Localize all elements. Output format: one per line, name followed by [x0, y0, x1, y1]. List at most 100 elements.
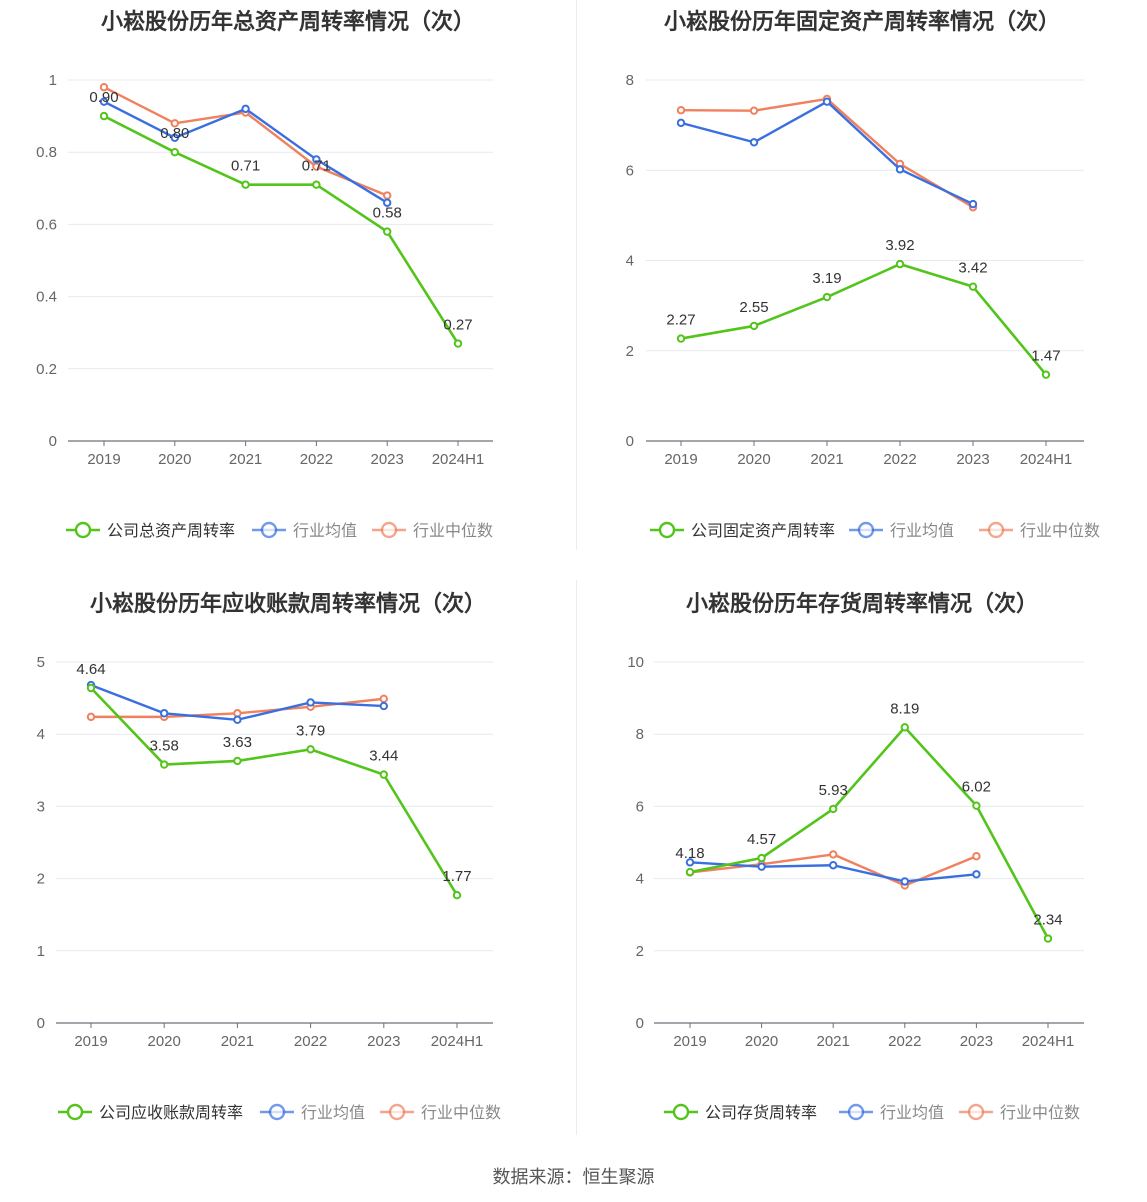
x-tick-label: 2019: [664, 451, 697, 468]
legend-label: 行业均值: [890, 522, 954, 540]
data-point: [99, 111, 109, 121]
y-tick-label: 10: [627, 654, 644, 671]
company-line: [689, 726, 1050, 940]
data-point: [676, 106, 686, 115]
x-tick-label: 2019: [87, 451, 120, 468]
industry-median-line: [103, 86, 388, 197]
data-point: [676, 118, 686, 128]
legend-label: 公司应收账款周转率: [99, 1103, 243, 1122]
data-label: 1.47: [1031, 348, 1060, 365]
data-point: [685, 867, 695, 877]
data-point: [749, 138, 759, 147]
y-tick-label: 0.4: [36, 289, 57, 306]
legend-marker: [857, 521, 875, 539]
legend-marker: [268, 1103, 286, 1121]
legend-label: 行业中位数: [421, 1104, 501, 1122]
y-tick-label: 8: [626, 72, 634, 89]
data-point: [1041, 370, 1051, 379]
x-tick-label: 2020: [158, 451, 191, 468]
data-label: 2.55: [739, 299, 768, 316]
data-point: [86, 683, 96, 693]
y-tick-label: 6: [626, 162, 634, 179]
y-tick-label: 4: [636, 871, 644, 888]
y-tick-label: 0: [37, 1015, 45, 1032]
x-tick-label: 2022: [294, 1033, 327, 1050]
x-tick-label: 2021: [810, 451, 843, 468]
legend-label: 行业均值: [880, 1104, 944, 1122]
legend-marker: [847, 1103, 865, 1121]
data-label: 0.71: [302, 158, 331, 175]
industry-avg-line: [680, 100, 974, 206]
data-point: [383, 227, 392, 236]
data-point: [99, 97, 109, 106]
y-tick-label: 1: [49, 72, 57, 89]
x-tick-label: 2022: [888, 1033, 921, 1050]
data-point: [895, 259, 905, 269]
legend-label: 行业中位数: [413, 522, 493, 540]
data-point: [968, 199, 978, 209]
chart-title: 小崧股份历年应收账款周转率情况（次）: [89, 591, 486, 616]
legend-marker: [672, 1103, 690, 1121]
data-point: [383, 198, 392, 207]
data-label: 4.18: [675, 845, 704, 862]
data-point: [749, 321, 759, 331]
data-point: [170, 119, 180, 128]
y-tick-label: 0: [626, 433, 634, 450]
data-point: [757, 853, 766, 863]
data-point: [972, 852, 981, 861]
data-label: 0.58: [373, 205, 402, 222]
x-tick-label: 2024H1: [1022, 1033, 1075, 1050]
x-tick-label: 2023: [371, 451, 404, 468]
data-point: [312, 180, 321, 189]
data-point: [170, 148, 180, 157]
legend-marker: [74, 521, 92, 539]
industry-median-line: [689, 853, 977, 887]
data-label: 3.58: [150, 738, 179, 755]
chart-title: 小崧股份历年固定资产周转率情况（次）: [663, 9, 1060, 34]
legend-marker: [658, 521, 676, 539]
inventory-turnover-plot: 0 2 4 6 8 10 2019 2020 2021 2022 2023 2024H1 4.18 4.5…: [627, 654, 1084, 1122]
data-point: [383, 191, 392, 200]
data-label: 3.44: [369, 748, 398, 765]
data-label: 2.27: [666, 312, 695, 329]
data-point: [676, 334, 686, 343]
y-tick-label: 5: [37, 654, 45, 671]
x-tick-label: 2022: [883, 451, 916, 468]
panel-divider-bottom: [576, 580, 577, 1135]
receivables-turnover-chart: 小崧股份历年应收账款周转率情况（次） 0 1 2 3 4 5 2019 2020 2021 202…: [0, 582, 576, 1142]
x-tick-label: 2023: [956, 451, 989, 468]
legend-marker: [388, 1103, 406, 1121]
x-tick-label: 2023: [960, 1033, 993, 1050]
data-source-note: 数据来源：恒生聚源: [492, 1167, 655, 1187]
data-point: [160, 760, 169, 769]
legend-marker: [260, 521, 278, 539]
data-label: 1.77: [442, 868, 471, 885]
y-tick-label: 2: [636, 943, 644, 960]
legend-label: 行业中位数: [1000, 1104, 1080, 1122]
data-point: [685, 858, 695, 867]
x-tick-label: 2020: [745, 1033, 778, 1050]
data-point: [822, 97, 832, 106]
x-tick-label: 2020: [148, 1033, 181, 1050]
legend-label: 行业中位数: [1020, 522, 1100, 540]
x-tick-label: 2019: [74, 1033, 107, 1050]
data-point: [233, 709, 242, 718]
receivables-turnover-plot: 0 1 2 3 4 5 2019 2020 2021 2022 2023 2024H1 4.64 3.58…: [37, 654, 501, 1122]
y-tick-label: 0.2: [36, 361, 57, 378]
data-point: [306, 698, 315, 707]
data-label: 3.79: [296, 722, 325, 739]
y-tick-label: 3: [37, 798, 45, 815]
data-point: [241, 104, 250, 114]
data-point: [453, 339, 463, 348]
data-point: [829, 861, 838, 870]
x-tick-label: 2024H1: [432, 451, 485, 468]
legend-label: 公司总资产周转率: [107, 522, 235, 540]
data-point: [757, 862, 766, 871]
data-point: [170, 133, 180, 142]
data-point: [1043, 934, 1053, 943]
data-point: [241, 180, 250, 189]
data-point: [749, 106, 759, 115]
total-asset-turnover-chart: 小崧股份历年总资产周转率情况（次） 0 0.2 0.4 0.6 0.8 1 2019 2020…: [0, 0, 576, 560]
fixed-asset-turnover-chart: 小崧股份历年固定资产周转率情况（次） 0 2 4 6 8 2019 2020 2021 2022…: [577, 0, 1147, 560]
data-label: 3.63: [223, 734, 252, 751]
